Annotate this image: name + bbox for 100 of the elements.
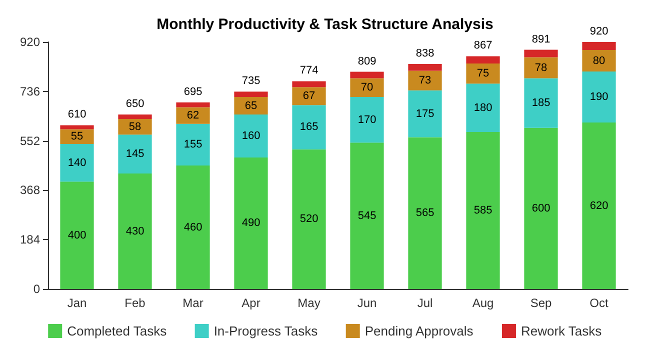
data-label: 490 [242,217,260,230]
data-label: 175 [416,108,434,120]
data-label: 75 [476,68,490,80]
bar [524,50,558,58]
bar [582,50,616,72]
bar [582,72,616,123]
data-label: 73 [418,74,432,87]
bar [524,57,558,78]
legend-label: In-Progress Tasks [214,324,318,338]
total-label: 735 [242,75,260,88]
data-label: 600 [532,202,550,214]
x-tick-label: Mar [182,296,204,310]
bar [524,78,558,128]
bar [292,87,326,106]
total-label: 650 [126,98,144,110]
data-label: 400 [68,229,86,242]
data-label: 170 [358,114,376,126]
total-label: 610 [68,108,86,121]
data-label: 78 [534,62,548,74]
data-label: 160 [242,130,260,142]
total-label: 809 [358,55,376,68]
data-label: 67 [302,90,316,102]
data-label: 70 [360,82,374,94]
x-tick-label: Feb [124,296,146,310]
data-label: 155 [184,138,202,151]
x-tick-label: Jul [417,296,433,310]
total-label: 695 [184,86,202,98]
bar [118,114,152,120]
bar [408,90,442,138]
bar [350,72,384,78]
data-label: 165 [300,121,318,134]
x-tick-label: Jan [67,296,87,310]
y-tick-label: 368 [20,183,40,198]
bar [176,102,210,108]
bar [118,119,152,135]
bar [176,166,210,289]
bar [292,149,326,289]
x-tick-label: Oct [590,296,609,310]
data-label: 80 [592,54,606,67]
y-tick-label: 0 [33,282,40,296]
data-label: 190 [590,91,608,104]
x-tick-label: May [298,296,320,310]
x-tick-label: Apr [242,296,260,310]
total-label: 891 [532,33,550,46]
data-label: 180 [474,102,492,114]
data-label: 185 [532,97,550,110]
data-label: 585 [474,204,492,216]
data-label: 520 [300,213,318,226]
x-tick-label: Aug [472,296,494,310]
data-label: 145 [126,148,144,160]
bar [176,124,210,166]
data-label: 460 [184,221,202,234]
chart-title: Monthly Productivity & Task Structure Analysis [156,16,494,33]
data-label: 62 [186,110,200,122]
x-tick-label: Jun [357,296,377,310]
data-label: 430 [126,225,144,238]
y-tick-label: 920 [20,35,40,49]
y-tick-label: 552 [20,134,40,148]
bar [118,174,152,289]
total-label: 920 [590,26,608,38]
y-tick-label: 184 [20,232,40,247]
bar [524,128,558,289]
bar [582,122,616,289]
legend-label: Completed Tasks [67,324,168,338]
bar [582,42,616,50]
legend-label: Pending Approvals [364,324,474,338]
bar [408,137,442,289]
x-tick-label: Sep [530,296,552,310]
data-label: 565 [416,207,434,220]
bar [234,92,268,98]
bar [466,84,500,132]
bar [118,134,152,174]
bar [466,63,500,84]
data-label: 65 [244,100,258,112]
bar [466,56,500,64]
data-label: 58 [128,120,142,133]
bar [408,70,442,90]
y-tick-label: 736 [20,84,40,98]
data-label: 620 [590,200,608,212]
bar [234,97,268,114]
bar [350,142,384,289]
bar [176,107,210,124]
data-label: 545 [358,210,376,222]
data-label: 55 [70,130,84,143]
legend-label: Rework Tasks [520,324,602,338]
bar [350,78,384,98]
bar [60,182,94,289]
bar [234,157,268,289]
data-label: 140 [68,156,86,169]
total-label: 838 [416,48,434,60]
total-label: 774 [300,64,318,77]
bar [234,114,268,158]
total-label: 867 [474,40,492,52]
bar [292,105,326,150]
bar [60,144,94,182]
bar [60,125,94,130]
bar [466,132,500,289]
bar [350,97,384,143]
bar [408,64,442,71]
bar [292,81,326,88]
